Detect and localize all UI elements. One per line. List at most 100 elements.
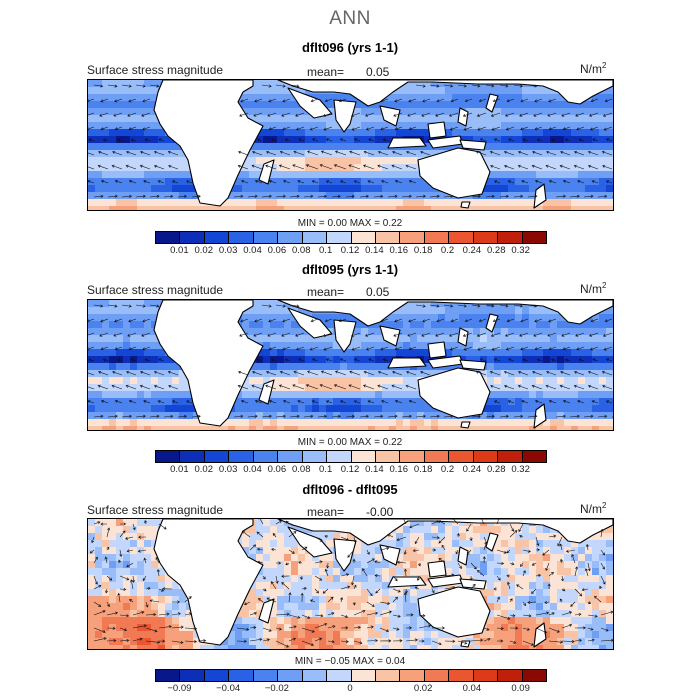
field-cell	[571, 419, 579, 427]
field-cell	[529, 178, 537, 186]
field-cell	[592, 150, 600, 158]
field-cell	[116, 568, 124, 576]
field-cell	[298, 349, 306, 357]
field-cell	[144, 638, 152, 646]
field-cell	[277, 349, 285, 357]
field-cell	[88, 115, 96, 123]
field-cell	[585, 617, 593, 625]
field-cell	[333, 384, 341, 392]
colorbar-box	[473, 232, 499, 243]
field-cell	[95, 638, 103, 646]
field-cell	[298, 363, 306, 371]
field-cell	[263, 638, 271, 646]
field-cell	[130, 540, 138, 548]
field-cell	[529, 391, 537, 399]
wind-vector-arrow	[534, 126, 543, 131]
wind-vector-arrow	[144, 358, 151, 362]
wind-vector-arrow	[261, 304, 272, 308]
field-cell	[452, 426, 460, 430]
field-cell	[508, 171, 516, 179]
field-cell	[242, 192, 250, 200]
field-cell	[578, 370, 586, 378]
field-cell	[347, 206, 355, 210]
field-cell	[571, 157, 579, 165]
field-cell	[543, 143, 551, 151]
field-cell	[473, 307, 481, 315]
field-cell	[151, 157, 159, 165]
field-cell	[424, 108, 432, 116]
wind-vector-arrow	[282, 179, 291, 184]
field-cell	[487, 157, 495, 165]
field-cell	[578, 185, 586, 193]
wind-vector-arrow	[135, 84, 146, 88]
field-cell	[557, 178, 565, 186]
field-cell	[123, 596, 131, 604]
field-cell	[221, 419, 229, 427]
wind-vector-arrow	[309, 126, 319, 131]
field-cell	[368, 199, 376, 207]
field-cell	[473, 129, 481, 137]
field-cell	[599, 575, 607, 583]
field-cell	[389, 426, 397, 430]
field-cell	[410, 328, 418, 336]
panel-2-map	[87, 299, 614, 431]
field-cell	[473, 122, 481, 130]
wind-vector-arrow	[478, 318, 487, 323]
land-layer	[153, 80, 613, 209]
field-cell	[508, 398, 516, 406]
field-cell	[599, 624, 607, 632]
field-cell	[347, 645, 355, 649]
wind-vector-arrow	[380, 126, 389, 131]
field-cell	[305, 617, 313, 625]
field-cell	[557, 419, 565, 427]
field-cell	[312, 171, 320, 179]
field-cell	[305, 631, 313, 639]
colorbar-tick-label: 0.24	[462, 464, 482, 475]
field-cell	[361, 356, 369, 364]
colorbar-box	[375, 232, 401, 243]
field-cell	[172, 178, 180, 186]
field-cell	[235, 610, 243, 618]
field-cell	[130, 108, 138, 116]
field-cell	[319, 129, 327, 137]
field-cell	[550, 328, 558, 336]
field-cell	[298, 638, 306, 646]
field-cell	[487, 617, 495, 625]
field-cell	[515, 610, 523, 618]
field-cell	[382, 164, 390, 172]
field-cell	[571, 115, 579, 123]
field-cell	[382, 185, 390, 193]
field-cell	[130, 307, 138, 315]
field-cell	[410, 540, 418, 548]
field-cell	[263, 206, 271, 210]
wind-vector-arrow	[587, 150, 599, 156]
field-cell	[158, 582, 166, 590]
field-cell	[431, 150, 439, 158]
field-cell	[543, 108, 551, 116]
field-cell	[340, 589, 348, 597]
field-cell	[151, 185, 159, 193]
field-cell	[536, 150, 544, 158]
field-cell	[494, 419, 502, 427]
field-cell	[382, 561, 390, 569]
field-cell	[571, 143, 579, 151]
field-cell	[347, 136, 355, 144]
wind-vector-arrow	[602, 112, 613, 117]
wind-vector-arrow	[340, 536, 350, 541]
field-cell	[599, 540, 607, 548]
field-cell	[151, 419, 159, 427]
field-cell	[130, 526, 138, 534]
field-cell	[466, 356, 474, 364]
wind-vector-arrow	[303, 414, 314, 418]
field-cell	[375, 384, 383, 392]
wind-vector-arrow	[100, 179, 109, 184]
wind-vector-arrow	[139, 384, 151, 390]
field-cell	[515, 356, 523, 364]
field-cell	[319, 603, 327, 611]
wind-vector-arrow	[100, 346, 109, 351]
field-cell	[361, 561, 369, 569]
field-cell	[319, 314, 327, 322]
field-cell	[109, 589, 117, 597]
field-cell	[459, 533, 467, 541]
field-cell	[354, 540, 362, 548]
